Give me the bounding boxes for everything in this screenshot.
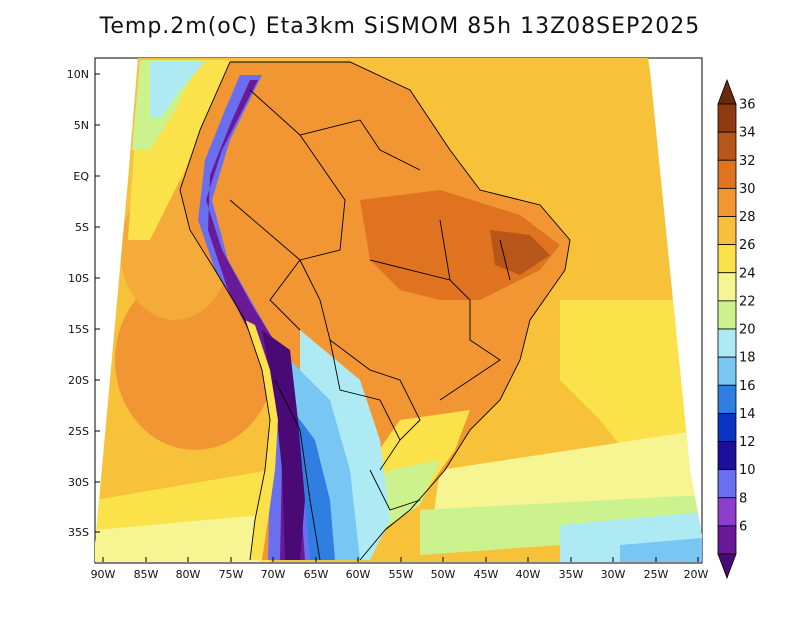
colorbar-label: 24 bbox=[739, 266, 756, 281]
chile-coast-strip bbox=[245, 320, 278, 560]
northeast-hot-spot bbox=[490, 230, 550, 275]
lon-tick-label: 60W bbox=[346, 568, 371, 581]
colorbar-label: 32 bbox=[739, 154, 756, 169]
temperature-field bbox=[95, 58, 702, 562]
border-argentina-chile bbox=[274, 379, 321, 561]
border-peru-bolivia bbox=[229, 199, 301, 331]
border-bolivia-paraguay bbox=[329, 339, 401, 471]
colorbar-segment bbox=[717, 328, 737, 358]
lat-tick-label: 35S bbox=[68, 526, 89, 539]
lon-tick-label: 50W bbox=[431, 568, 456, 581]
lat-tick-label: 10N bbox=[67, 68, 89, 81]
lat-tick-label: 30S bbox=[68, 476, 89, 489]
colorbar-label: 22 bbox=[739, 294, 756, 309]
lon-tick-label: 70W bbox=[261, 568, 286, 581]
lon-tick-label: 90W bbox=[91, 568, 116, 581]
colorbar-label: 30 bbox=[739, 182, 756, 197]
longitude-axis: 90W 85W 80W 75W 70W 65W 60W 55W 50W 45W … bbox=[91, 557, 709, 581]
lon-tick-label: 20W bbox=[684, 568, 709, 581]
colorbar-label: 8 bbox=[739, 491, 747, 506]
colorbar-segment bbox=[717, 216, 737, 246]
political-boundaries bbox=[179, 61, 571, 561]
colorbar-label: 34 bbox=[739, 126, 756, 141]
colorbar-label: 16 bbox=[739, 379, 756, 394]
colorbar-label: 26 bbox=[739, 238, 756, 253]
lat-tick-label: 5N bbox=[74, 119, 89, 132]
colorbar-segment bbox=[717, 384, 737, 414]
lon-tick-label: 85W bbox=[134, 568, 159, 581]
lon-tick-label: 25W bbox=[644, 568, 669, 581]
colorbar-segment bbox=[717, 525, 737, 555]
lon-tick-label: 35W bbox=[559, 568, 584, 581]
lon-tick-label: 75W bbox=[219, 568, 244, 581]
lat-tick-label: EQ bbox=[73, 170, 89, 183]
lat-tick-label: 20S bbox=[68, 374, 89, 387]
colorbar-segment bbox=[717, 356, 737, 386]
colorbar-label: 14 bbox=[739, 407, 756, 422]
lon-tick-label: 65W bbox=[304, 568, 329, 581]
colorbar-segment bbox=[717, 497, 737, 527]
atlantic-coldest-area bbox=[620, 538, 702, 562]
latitude-axis: 10N 5N EQ 5S 10S 15S 20S 25S 30S 35S bbox=[67, 68, 100, 539]
lon-tick-label: 45W bbox=[474, 568, 499, 581]
lat-tick-marks bbox=[95, 73, 100, 533]
lat-tick-label: 5S bbox=[75, 221, 89, 234]
coastline-west bbox=[179, 61, 271, 561]
lon-tick-label: 80W bbox=[176, 568, 201, 581]
border-colombia-venezuela bbox=[249, 89, 421, 171]
brazil-hot-core bbox=[360, 190, 560, 300]
lat-tick-label: 15S bbox=[68, 323, 89, 336]
south-pacific-cool bbox=[95, 515, 260, 562]
lon-tick-label: 40W bbox=[516, 568, 541, 581]
colorbar-segment bbox=[717, 412, 737, 442]
colorbar-label: 36 bbox=[739, 98, 756, 113]
atlantic-mild-area bbox=[560, 300, 702, 470]
colorbar-label: 6 bbox=[739, 519, 747, 534]
colorbar-label: 10 bbox=[739, 463, 756, 478]
lat-tick-label: 10S bbox=[68, 272, 89, 285]
lon-tick-marks bbox=[102, 557, 699, 562]
colorbar-label: 12 bbox=[739, 435, 756, 450]
pacific-cold-patch bbox=[150, 62, 205, 118]
colorbar-segment bbox=[717, 103, 737, 133]
border-brazil-states bbox=[369, 219, 511, 401]
colorbar-top-arrow bbox=[717, 78, 737, 105]
colorbar-segment bbox=[717, 131, 737, 161]
lat-tick-label: 25S bbox=[68, 425, 89, 438]
map-title: Temp.2m(oC) Eta3km SiSMOM 85h 13Z08SEP20… bbox=[99, 14, 701, 39]
colorbar-segment bbox=[717, 244, 737, 274]
colorbar-label: 28 bbox=[739, 210, 756, 225]
colorbar-segment bbox=[717, 469, 737, 499]
colorbar-segment bbox=[717, 187, 737, 217]
colorbar-label: 18 bbox=[739, 351, 756, 366]
colorbar-segment bbox=[717, 441, 737, 471]
colorbar-segment bbox=[717, 300, 737, 330]
temperature-colorbar: 36 34 32 30 28 26 24 22 20 18 16 14 12 10 8 6 bbox=[717, 78, 756, 580]
border-uruguay bbox=[369, 469, 421, 511]
colorbar-bottom-arrow bbox=[717, 553, 737, 580]
colorbar-label: 20 bbox=[739, 323, 756, 338]
colorbar-segment bbox=[717, 272, 737, 302]
lon-tick-label: 55W bbox=[389, 568, 414, 581]
coastline-north bbox=[230, 61, 571, 561]
border-brazil-west bbox=[299, 134, 421, 441]
lon-tick-label: 30W bbox=[601, 568, 626, 581]
colorbar-segment bbox=[717, 159, 737, 189]
